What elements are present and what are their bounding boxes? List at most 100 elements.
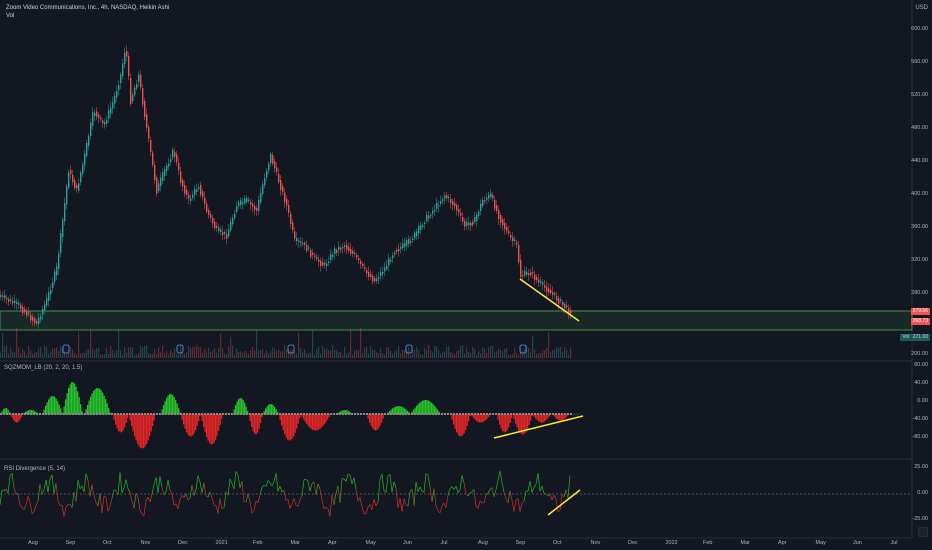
rsi-line-segment [501,482,505,493]
price-candle [336,250,338,253]
rsi-line-segment [343,478,347,482]
volume-bar [226,354,228,358]
momentum-bar [483,414,485,422]
squeeze-dot [525,413,527,415]
squeeze-dot [231,413,233,415]
rsi-line-segment [545,493,549,497]
price-candle [106,119,108,124]
volume-bar [470,353,472,358]
volume-bar [310,352,312,358]
momentum-bar [291,414,293,439]
volume-bar [558,347,560,358]
squeeze-dot [120,413,122,415]
squeeze-dot [495,413,497,415]
momentum-bar [263,411,265,415]
rsi-divergence-title[interactable]: RSI Divergence (5, 14) [4,466,66,472]
rsi-line-segment [173,503,177,506]
price-candle [170,159,172,163]
squeeze-dot [114,413,116,415]
rsi-line-segment [263,485,267,487]
rsi-line-segment [181,495,185,498]
momentum-bar [538,414,540,422]
rsi-line-segment [449,486,453,489]
momentum-bar [72,382,74,415]
squeeze-dot [276,413,278,415]
rsi-line-segment [403,498,407,505]
momentum-bar [466,414,468,426]
price-candle [82,164,84,174]
price-candle [396,250,398,252]
volume-bar [532,336,534,358]
volume-bar [344,347,346,358]
momentum-bar [269,404,271,415]
volume-bar [32,353,34,358]
price-candle [324,262,326,265]
rsi-line-segment [215,505,219,514]
rsi-line-segment [153,477,157,485]
volume-bar [256,328,258,358]
rsi-line-segment [191,485,195,496]
rsi-line-segment [361,506,365,514]
momentum-bar [176,403,178,415]
symbol-legend-title[interactable]: Zoom Video Communications, Inc., 4h, NAS… [6,5,170,11]
rsi-line-segment [455,486,459,493]
squeeze-dot [117,413,119,415]
momentum-bar [301,414,303,418]
volume-bar [60,345,62,358]
momentum-bar [346,410,348,415]
price-candle [502,219,504,226]
squeeze-dot [246,413,248,415]
volume-bar [288,349,290,358]
momentum-bar [319,414,321,429]
volume-bar [0,352,2,358]
price-candle [136,84,138,89]
rsi-line-segment [383,490,387,493]
rsi-line-segment [123,479,127,488]
momentum-bar [209,414,211,444]
volume-bar [254,350,256,358]
price-candle [522,275,524,277]
momentum-bar [218,414,220,431]
squeeze-dot [180,413,182,415]
squeeze-momentum-title[interactable]: SQZMOM_LB (20, 2, 20, 1.5) [4,365,83,371]
rsi-line-segment [559,494,563,511]
momentum-bar [172,394,174,415]
squeeze-dot [123,413,125,415]
volume-bar [112,350,114,358]
price-candle [416,231,418,236]
rsi-line-segment [419,486,423,492]
momentum-bar [480,414,482,423]
price-candle [546,286,548,293]
squeeze-dot [534,413,536,415]
squeeze-dot [546,413,548,415]
rsi-line-segment [319,488,323,500]
rsi-line-segment [299,496,303,500]
squeeze-dot [57,413,59,415]
squeeze-dot [375,413,377,415]
price-candle [314,255,316,257]
volume-bar [546,347,548,358]
momentum-bar [419,402,421,415]
volume-bar [66,353,68,358]
momentum-bar [87,404,89,415]
rsi-line-segment [415,481,419,492]
rsi-line-segment [475,505,479,509]
rsi-line-segment [267,480,271,484]
volume-bar [184,353,186,358]
volume-bar [486,353,488,358]
price-candle [268,163,270,171]
squeeze-dot [213,413,215,415]
volume-bar [438,350,440,358]
volume-bar [164,353,166,358]
price-candle [206,203,208,212]
rsi-line-segment [25,496,29,506]
volume-bar [84,353,86,358]
momentum-bar [26,410,28,415]
settings-gear-icon[interactable] [918,527,928,537]
price-candle [340,248,342,250]
price-candle [434,209,436,212]
rsi-line-segment [513,499,517,512]
volume-legend-label[interactable]: Vol [6,13,15,19]
momentum-bar [62,414,64,415]
